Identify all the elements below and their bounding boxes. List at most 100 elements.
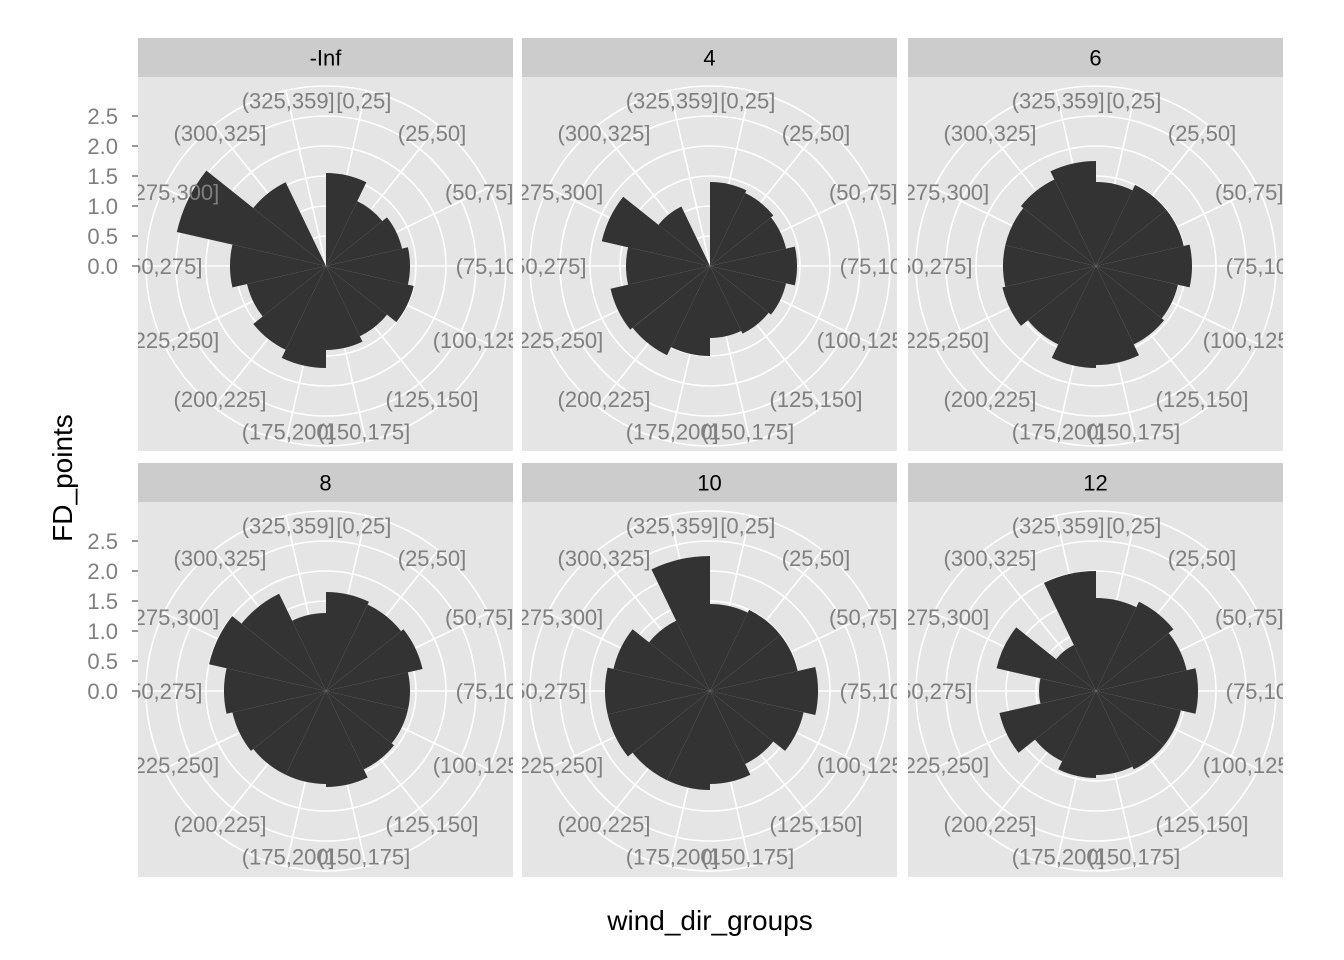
wedge-[0,25] <box>710 604 748 691</box>
wedge-(225,250] <box>607 691 710 757</box>
category-label: (150,175] <box>701 420 794 445</box>
wedge-(275,300] <box>613 629 710 691</box>
y-tick-label: 1.0 <box>87 619 118 644</box>
facet-strip <box>908 38 1283 77</box>
category-label: (150,175] <box>1087 420 1180 445</box>
category-label: (275,300] <box>126 180 219 205</box>
wedge-(175,200] <box>281 266 326 368</box>
wedge-(300,325] <box>241 593 326 691</box>
facet-strip <box>138 463 513 502</box>
category-label: [0,25] <box>336 513 391 538</box>
category-label: (175,200] <box>626 845 719 870</box>
category-label: (200,225] <box>174 812 267 837</box>
category-label: (150,175] <box>317 420 410 445</box>
wedge-(300,325] <box>658 206 710 266</box>
wedge-(125,150] <box>1096 266 1165 345</box>
wedge-(100,125] <box>710 691 804 751</box>
facet-panel-6: 6[0,25] (25,50] (50,75] (75,100] (100,125] (1… <box>880 38 1307 451</box>
category-label: (200,225] <box>174 387 267 412</box>
wedge-(175,200] <box>1058 691 1096 778</box>
category-label: (50,75] <box>445 180 514 205</box>
facet-strip <box>138 38 513 77</box>
category-label: (325,359] <box>242 88 335 113</box>
category-label: (225,250] <box>126 328 219 353</box>
wedge-(275,300] <box>176 170 326 266</box>
category-label: (225,250] <box>126 753 219 778</box>
wedge-(75,100] <box>326 672 410 710</box>
wedge-(150,175] <box>1096 266 1139 365</box>
wedge-(225,250] <box>610 266 710 330</box>
wedge-(25,50] <box>1096 184 1167 266</box>
wedge-(150,175] <box>710 691 751 784</box>
wedge-(75,100] <box>710 666 818 716</box>
category-label: [0,25] <box>1106 88 1161 113</box>
wedge-(175,200] <box>667 691 710 790</box>
y-tick-label: 2.5 <box>87 104 118 129</box>
category-label: (250,275] <box>110 254 203 279</box>
category-label: (300,325] <box>174 546 267 571</box>
category-label: (200,225] <box>944 387 1037 412</box>
category-label: (275,300] <box>510 605 603 630</box>
category-label: (25,50] <box>782 546 851 571</box>
category-label: (200,225] <box>944 812 1037 837</box>
category-label: (300,325] <box>558 546 651 571</box>
wedge-(200,225] <box>632 691 710 781</box>
category-label: (125,150] <box>386 387 479 412</box>
wedge-(75,100] <box>326 247 410 285</box>
category-label: (75,100] <box>456 254 537 279</box>
category-label: (200,225] <box>558 812 651 837</box>
y-tick-label: 1.5 <box>87 589 118 614</box>
wedge-(25,50] <box>710 193 774 266</box>
category-label: (50,75] <box>1215 605 1284 630</box>
wedge-(250,275] <box>224 668 326 714</box>
category-label: (325,359] <box>242 513 335 538</box>
y-tick-label: 2.5 <box>87 529 118 554</box>
facet-strip-label: 8 <box>319 471 331 496</box>
category-label: (325,359] <box>626 513 719 538</box>
category-label: (125,150] <box>770 812 863 837</box>
category-label: (225,250] <box>896 753 989 778</box>
category-label: (225,250] <box>510 328 603 353</box>
wedge-(225,250] <box>999 691 1096 753</box>
category-label: (225,250] <box>510 753 603 778</box>
y-tick-label: 1.5 <box>87 164 118 189</box>
wedge-(150,175] <box>710 266 742 338</box>
category-label: (100,125] <box>817 753 910 778</box>
category-label: (175,200] <box>626 420 719 445</box>
wedge-(150,175] <box>1096 691 1133 775</box>
wedge-(225,250] <box>232 691 326 751</box>
wedge-(225,250] <box>1002 266 1096 326</box>
wedge-[0,25] <box>1096 182 1133 266</box>
category-label: (100,125] <box>817 328 910 353</box>
wedge-(250,275] <box>230 244 326 288</box>
category-label: (125,150] <box>1156 812 1249 837</box>
wedge-(175,200] <box>670 266 710 356</box>
category-label: (325,359] <box>1012 88 1105 113</box>
wedge-(325,359] <box>651 556 710 691</box>
category-label: (325,359] <box>1012 513 1105 538</box>
category-label: (250,275] <box>880 679 973 704</box>
y-tick-label: 1.0 <box>87 194 118 219</box>
wedge-(200,225] <box>632 266 710 356</box>
y-tick-label: 0.0 <box>87 254 118 279</box>
facet-panel-10: 10 [0,25] (25,50] (50,75] (75,100] (100,125] (… <box>510 463 921 877</box>
y-tick-label: 2.0 <box>87 559 118 584</box>
category-label: (300,325] <box>944 546 1037 571</box>
wedge-(225,250] <box>247 266 326 317</box>
category-label: [0,25] <box>720 88 775 113</box>
category-label: (75,100] <box>456 679 537 704</box>
facet-strip-label: -Inf <box>310 46 343 71</box>
category-label: (150,175] <box>701 845 794 870</box>
wedge-(175,200] <box>1051 266 1096 369</box>
grid-spoke <box>669 90 711 267</box>
category-label: (75,100] <box>1226 254 1307 279</box>
category-label: (100,125] <box>433 328 526 353</box>
category-label: (75,100] <box>840 679 921 704</box>
facet-panel-4: 4[0,25] (25,50] (50,75] (75,100] (100,125] (1… <box>510 38 910 451</box>
wedge-(250,275] <box>604 667 710 715</box>
category-label: (250,275] <box>880 254 973 279</box>
wedge-(325,359] <box>1050 161 1096 266</box>
wedge-(325,359] <box>292 613 326 691</box>
wedge-(75,100] <box>1096 668 1198 714</box>
